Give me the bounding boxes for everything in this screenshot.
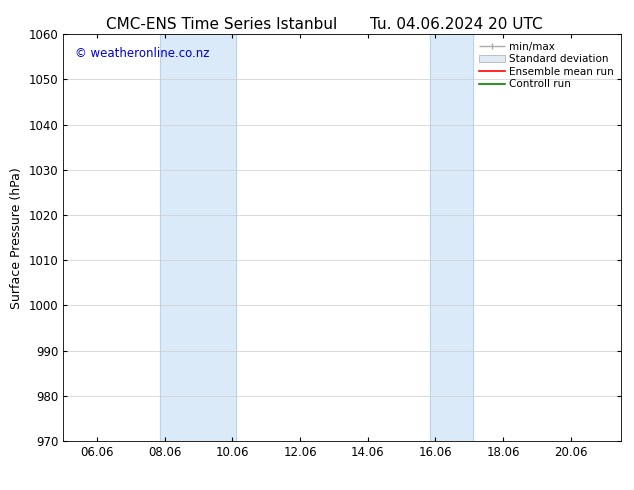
Legend: min/max, Standard deviation, Ensemble mean run, Controll run: min/max, Standard deviation, Ensemble me… [477, 40, 616, 92]
Text: Tu. 04.06.2024 20 UTC: Tu. 04.06.2024 20 UTC [370, 17, 543, 32]
Bar [430, 34, 472, 441]
Bar [160, 34, 236, 441]
Text: CMC-ENS Time Series Istanbul: CMC-ENS Time Series Istanbul [107, 17, 337, 32]
Text: © weatheronline.co.nz: © weatheronline.co.nz [75, 47, 209, 59]
Y-axis label: Surface Pressure (hPa): Surface Pressure (hPa) [10, 167, 23, 309]
